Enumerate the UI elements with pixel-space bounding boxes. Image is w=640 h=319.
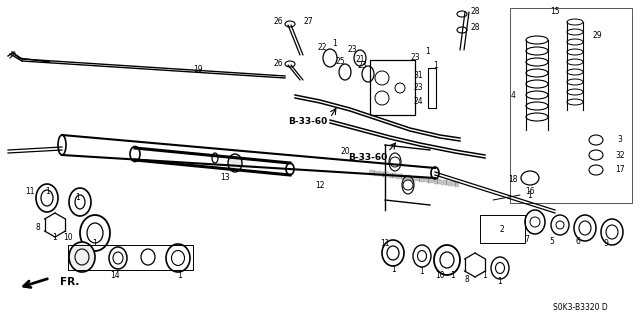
Text: 32: 32	[615, 151, 625, 160]
Text: 22: 22	[317, 43, 327, 53]
Ellipse shape	[228, 154, 242, 172]
Bar	[370, 60, 415, 115]
Text: FR.: FR.	[60, 277, 79, 287]
Text: 3: 3	[618, 136, 623, 145]
Text: 8: 8	[465, 276, 469, 285]
Text: 23: 23	[357, 62, 367, 70]
Text: 10: 10	[63, 233, 73, 241]
Text: 9: 9	[604, 240, 609, 249]
Text: 7: 7	[525, 235, 529, 244]
Bar	[68, 245, 193, 270]
Text: 28: 28	[470, 24, 480, 33]
Text: 1: 1	[498, 278, 502, 286]
Text: 1: 1	[333, 40, 337, 48]
Bar	[480, 215, 525, 243]
Text: 1: 1	[76, 194, 81, 203]
Text: 6: 6	[575, 238, 580, 247]
Text: 23: 23	[413, 84, 423, 93]
Text: 11: 11	[380, 240, 390, 249]
Text: 25: 25	[335, 57, 345, 66]
Text: 8: 8	[36, 222, 40, 232]
Text: 14: 14	[110, 271, 120, 280]
Text: 1: 1	[527, 190, 532, 199]
Text: 10: 10	[435, 271, 445, 279]
Text: 23: 23	[347, 46, 357, 55]
Ellipse shape	[69, 242, 95, 272]
Text: 1: 1	[426, 48, 430, 56]
Text: 1: 1	[178, 271, 182, 280]
Text: 26: 26	[273, 60, 283, 69]
Text: 1: 1	[434, 61, 438, 70]
Text: 1: 1	[420, 268, 424, 277]
Text: 19: 19	[193, 65, 203, 75]
Text: 21: 21	[355, 56, 365, 64]
Text: 28: 28	[470, 8, 480, 17]
Text: 1: 1	[483, 271, 488, 279]
Text: 11: 11	[25, 188, 35, 197]
Text: 23: 23	[410, 54, 420, 63]
Text: 16: 16	[525, 188, 535, 197]
Text: 12: 12	[316, 181, 324, 189]
Text: 13: 13	[220, 173, 230, 182]
Text: 4: 4	[511, 91, 515, 100]
Text: 1: 1	[93, 240, 97, 249]
Text: 24: 24	[413, 98, 423, 107]
Text: 27: 27	[303, 18, 313, 26]
Text: B-33-60: B-33-60	[348, 153, 388, 162]
Text: 2: 2	[500, 225, 504, 234]
Text: S0K3-B3320 D: S0K3-B3320 D	[552, 303, 607, 313]
Text: 1: 1	[451, 271, 456, 279]
Text: 1: 1	[45, 188, 51, 197]
Text: 15: 15	[550, 8, 560, 17]
Text: 5: 5	[550, 236, 554, 246]
Text: 18: 18	[508, 175, 518, 184]
Text: 1: 1	[392, 264, 396, 273]
Text: 17: 17	[615, 166, 625, 174]
Bar	[428, 68, 436, 108]
Text: 26: 26	[273, 18, 283, 26]
Text: 29: 29	[592, 31, 602, 40]
Text: 20: 20	[340, 147, 350, 157]
Text: 31: 31	[413, 70, 423, 79]
Bar	[510, 8, 632, 203]
Text: 1: 1	[52, 234, 58, 242]
Text: B-33-60: B-33-60	[289, 117, 328, 127]
